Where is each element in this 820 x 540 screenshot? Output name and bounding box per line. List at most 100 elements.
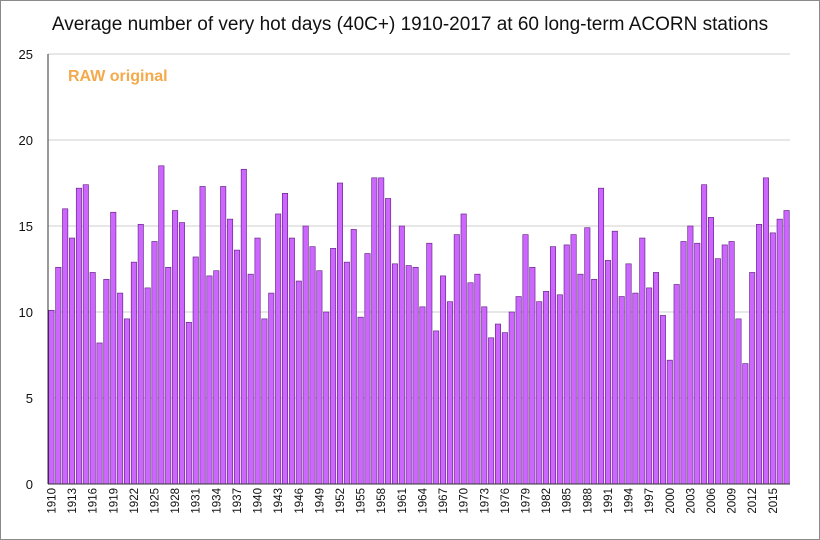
x-tick-label-1913: 1913 [67, 488, 79, 514]
bar-1928 [172, 210, 179, 485]
y-tick-label-25: 25 [19, 47, 33, 62]
x-tick-label-1916: 1916 [88, 488, 100, 514]
y-tick-label-15: 15 [19, 219, 33, 234]
bar-1941 [261, 318, 268, 485]
bar-1936 [227, 218, 234, 485]
bar-2009 [728, 241, 735, 485]
x-tick-labels: 1910 1913 1916 1919 1922 1925 1928 1931 1934 1937… [46, 487, 779, 513]
bar-1964 [419, 306, 426, 485]
bar-2003 [687, 225, 694, 485]
x-tick-label-1985: 1985 [562, 488, 574, 514]
bar-1930 [185, 322, 192, 485]
bar-1960 [391, 263, 398, 485]
x-tick-label-1997: 1997 [644, 488, 656, 514]
bar-1984 [556, 294, 563, 485]
x-tick-label-1943: 1943 [273, 488, 285, 514]
bar-1942 [268, 292, 275, 485]
y-tick-label-10: 10 [19, 305, 33, 320]
bar-1956 [364, 253, 371, 485]
bar-1979 [522, 234, 529, 485]
bar-1983 [549, 246, 556, 485]
bar-1992 [611, 230, 618, 485]
y-tick-labels: 0 5 10 15 20 25 [19, 47, 33, 492]
bar-2004 [694, 242, 701, 485]
bar-1935 [220, 186, 227, 485]
bar-1954 [350, 229, 357, 485]
bar-1931 [192, 256, 199, 485]
bar-1920 [117, 292, 124, 485]
bar-2011 [742, 363, 749, 485]
bar-series [48, 165, 790, 485]
bar-2014 [762, 177, 769, 485]
bar-1963 [412, 266, 419, 485]
x-tick-label-1931: 1931 [191, 488, 203, 514]
x-tick-label-1928: 1928 [170, 488, 182, 514]
x-tick-label-1925: 1925 [149, 488, 161, 514]
bar-2007 [714, 258, 721, 485]
bar-1943 [275, 213, 282, 485]
bar-2015 [769, 232, 776, 485]
bar-1985 [563, 244, 570, 485]
bar-2012 [749, 272, 756, 485]
bar-1968 [446, 301, 453, 485]
bar-1949 [316, 270, 323, 485]
bar-1947 [302, 225, 309, 485]
bar-1999 [659, 315, 666, 485]
x-tick-label-2000: 2000 [665, 488, 677, 514]
bar-1950 [323, 311, 330, 485]
x-tick-label-1940: 1940 [253, 488, 265, 514]
x-tick-label-1910: 1910 [46, 488, 58, 514]
bar-1934 [213, 270, 220, 485]
bar-1989 [591, 279, 598, 485]
bar-1997 [646, 287, 653, 485]
x-tick-label-1991: 1991 [603, 488, 615, 514]
bar-1986 [570, 234, 577, 485]
grid-lines [48, 53, 790, 399]
bar-1976 [501, 332, 508, 485]
bar-2000 [666, 359, 673, 485]
chart-title: Average number of very hot days (40C+) 1… [51, 14, 769, 35]
x-tick-label-1988: 1988 [582, 488, 594, 514]
bar-1978 [515, 296, 522, 485]
bar-1961 [398, 225, 405, 485]
bar-1927 [165, 266, 172, 485]
bar-2013 [756, 223, 763, 485]
bar-1994 [625, 263, 632, 485]
bar-1948 [309, 246, 316, 485]
bar-1923 [137, 223, 144, 485]
bar-1929 [178, 222, 185, 485]
bar-1946 [295, 280, 302, 485]
bar-1981 [536, 301, 543, 485]
bar-1913 [69, 237, 76, 485]
bar-1921 [124, 318, 130, 485]
bar-1980 [529, 266, 536, 485]
x-tick-label-1946: 1946 [294, 488, 306, 514]
bar-1919 [110, 211, 117, 485]
bar-1922 [130, 261, 137, 485]
bar-1925 [151, 241, 158, 485]
bar-1982 [543, 291, 550, 485]
bar-1998 [653, 272, 660, 485]
bar-1987 [577, 273, 584, 485]
bar-1996 [639, 237, 646, 485]
bar-2017 [783, 210, 790, 485]
x-tick-label-1982: 1982 [541, 488, 553, 514]
x-tick-label-1964: 1964 [417, 487, 429, 513]
x-tick-label-1922: 1922 [129, 488, 141, 514]
bar-2001 [673, 284, 680, 485]
bar-1995 [632, 292, 639, 485]
bar-1953 [343, 261, 350, 485]
y-tick-label-20: 20 [19, 133, 33, 148]
x-tick-label-1979: 1979 [520, 488, 532, 514]
bar-1970 [460, 213, 467, 485]
bar-1958 [378, 177, 385, 485]
bar-1972 [474, 273, 481, 485]
bar-1945 [288, 237, 295, 485]
bar-1933 [206, 275, 213, 485]
bar-1916 [89, 272, 96, 485]
bar-1912 [62, 208, 69, 485]
x-tick-label-1955: 1955 [356, 488, 368, 514]
x-tick-label-1934: 1934 [211, 487, 223, 513]
bar-1990 [598, 187, 605, 485]
